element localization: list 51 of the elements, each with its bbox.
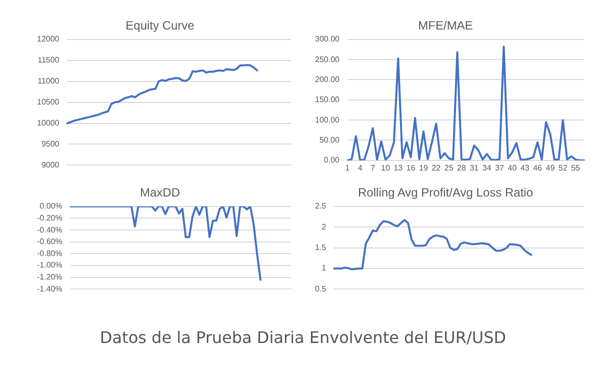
y-tick-label: 100.00 bbox=[315, 115, 340, 124]
y-tick-label: 250.00 bbox=[315, 54, 340, 64]
x-tick-label: 4 bbox=[358, 163, 363, 172]
y-tick-label: 2.5 bbox=[314, 202, 327, 211]
chart-title: Rolling Avg Profit/Avg Loss Ratio bbox=[358, 186, 534, 200]
y-tick-label: -1.00% bbox=[36, 260, 62, 270]
x-tick-label: 16 bbox=[406, 163, 416, 172]
x-tick-label: 40 bbox=[508, 163, 518, 172]
x-tick-label: 55 bbox=[571, 163, 581, 172]
y-tick-label: 1 bbox=[322, 264, 327, 273]
y-tick-label: 9000 bbox=[41, 160, 60, 170]
x-tick-label: 31 bbox=[470, 163, 480, 172]
x-tick-label: 37 bbox=[495, 163, 505, 172]
x-tick-label: 1 bbox=[345, 163, 350, 172]
x-tick-label: 10 bbox=[381, 163, 390, 172]
y-tick-label: 12000 bbox=[36, 34, 60, 44]
y-tick-label: 11000 bbox=[38, 76, 60, 86]
x-tick-label: 46 bbox=[533, 163, 543, 172]
x-tick-label: 19 bbox=[419, 163, 428, 172]
text: Datos de la Prueba Diaria Envolvente del EUR/USD bbox=[98, 328, 508, 347]
y-tick-label: 50.00 bbox=[319, 135, 340, 144]
y-tick-label: 10500 bbox=[36, 98, 60, 107]
chart-title: Equity Curve bbox=[126, 18, 195, 33]
y-tick-label: 11500 bbox=[38, 56, 60, 65]
y-tick-label: 0.00 bbox=[324, 156, 340, 165]
y-tick-label: -1.20% bbox=[36, 272, 62, 282]
chart-title: MFE/MAE bbox=[418, 18, 473, 33]
x-tick-label: 43 bbox=[520, 163, 530, 172]
y-tick-label: -0.40% bbox=[36, 225, 62, 234]
chart-title: MaxDD bbox=[140, 186, 180, 200]
y-tick-label: 1.5 bbox=[314, 243, 327, 252]
x-tick-label: 49 bbox=[546, 163, 556, 172]
x-tick-label: 28 bbox=[457, 163, 467, 172]
y-tick-label: 150.00 bbox=[315, 95, 340, 104]
y-tick-label: 0.5 bbox=[314, 284, 327, 294]
y-tick-label: -0.60% bbox=[36, 237, 62, 246]
x-tick-label: 52 bbox=[558, 163, 568, 172]
x-tick-label: 34 bbox=[482, 163, 492, 172]
y-tick-label: 10000 bbox=[36, 118, 60, 128]
x-tick-label: 7 bbox=[370, 163, 376, 172]
y-tick-label: -1.40% bbox=[36, 284, 62, 294]
y-tick-label: -0.20% bbox=[36, 213, 62, 222]
x-tick-label: 13 bbox=[394, 163, 404, 172]
y-tick-label: 200.00 bbox=[315, 74, 340, 84]
x-tick-label: 22 bbox=[432, 163, 442, 172]
y-tick-label: 2 bbox=[322, 222, 327, 232]
y-tick-label: 9500 bbox=[41, 139, 60, 148]
y-tick-label: -0.80% bbox=[36, 248, 62, 258]
y-tick-label: 0.00% bbox=[40, 202, 62, 211]
x-tick-label: 25 bbox=[444, 163, 454, 172]
y-tick-label: 300.00 bbox=[315, 34, 340, 44]
